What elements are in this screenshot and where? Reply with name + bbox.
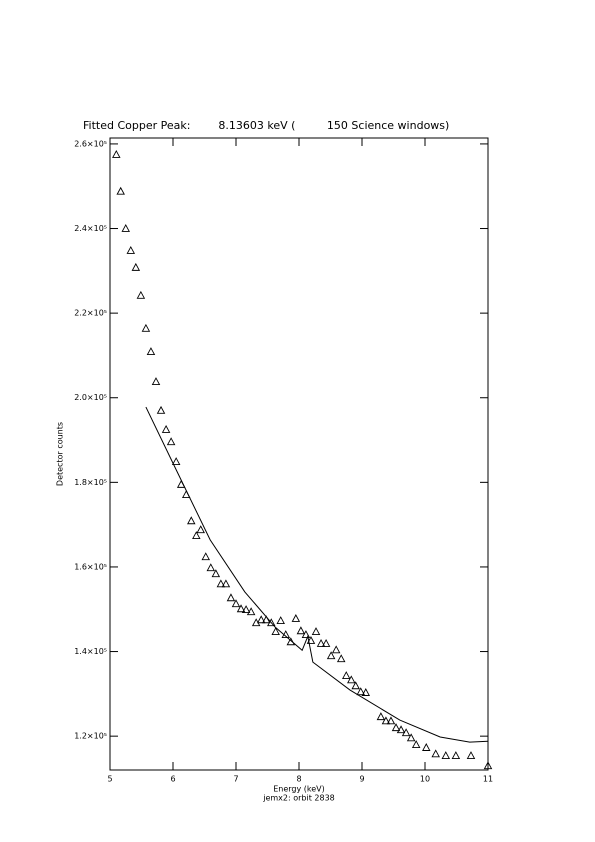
data-point: [431, 749, 440, 758]
data-point: [401, 728, 411, 737]
data-point: [196, 525, 205, 534]
data-point: [161, 424, 171, 433]
y-tick-label: 2.2×10⁵: [74, 309, 107, 318]
x-tick-label: 5: [107, 775, 112, 784]
data-point: [311, 627, 321, 636]
data-point: [211, 569, 221, 578]
data-point: [411, 740, 421, 748]
data-point: [306, 636, 316, 644]
y-axis-label: Detector counts: [56, 422, 65, 486]
data-point: [151, 377, 161, 386]
data-point: [141, 323, 151, 332]
data-point: [286, 637, 296, 646]
data-point: [136, 290, 146, 299]
data-point: [341, 671, 351, 680]
data-point: [326, 651, 336, 660]
data-point: [376, 712, 386, 721]
data-point: [451, 751, 461, 759]
data-point: [391, 723, 401, 732]
data-point: [381, 716, 391, 725]
y-tick-label: 1.6×10⁵: [74, 562, 107, 571]
data-point: [466, 751, 476, 759]
data-point: [441, 751, 451, 759]
data-point: [146, 347, 156, 356]
data-point: [112, 149, 121, 158]
data-point: [192, 531, 201, 540]
fit-line: [145, 406, 489, 743]
data-point: [206, 563, 216, 572]
y-tick-label: 1.4×10⁵: [74, 647, 107, 656]
data-point: [406, 733, 416, 742]
data-point: [156, 405, 166, 414]
data-point: [166, 437, 176, 446]
data-point: [236, 604, 246, 613]
data-point: [271, 627, 280, 636]
data-point: [241, 605, 251, 614]
data-point: [116, 186, 125, 195]
x-tick-label: 6: [170, 775, 175, 784]
x-tick-label: 8: [296, 775, 301, 784]
data-point: [347, 675, 356, 684]
data-point: [276, 616, 285, 625]
data-point: [216, 579, 226, 588]
plot-frame: [109, 137, 489, 771]
y-tick-label: 2.6×10⁵: [74, 139, 107, 148]
data-point: [483, 761, 493, 770]
x-tick-label: 9: [359, 775, 364, 784]
subtitle: jemx2: orbit 2838: [262, 794, 335, 803]
data-point: [336, 654, 346, 663]
data-point: [396, 725, 406, 734]
data-point: [256, 615, 266, 624]
data-point: [187, 516, 196, 525]
data-point: [267, 618, 276, 627]
x-tick-label: 10: [420, 775, 430, 784]
data-point: [356, 687, 365, 696]
data-point: [231, 599, 241, 608]
data-point: [226, 593, 236, 602]
data-point: [201, 552, 211, 561]
data-point: [221, 579, 231, 588]
chart-title: Fitted Copper Peak: 8.13603 keV ( 150 Sc…: [83, 119, 449, 132]
data-point: [296, 626, 306, 635]
data-point: [291, 614, 301, 622]
data-point: [321, 638, 331, 647]
y-tick-label: 1.8×10⁵: [74, 478, 107, 487]
data-point: [301, 630, 311, 639]
data-point: [351, 681, 360, 690]
data-point: [121, 224, 131, 232]
data-point: [316, 638, 326, 647]
data-point: [171, 457, 181, 465]
data-point: [422, 743, 431, 751]
data-point: [331, 645, 341, 654]
data-point: [361, 688, 371, 696]
data-point: [131, 262, 141, 271]
x-tick-label: 7: [233, 775, 238, 784]
y-tick-label: 2.4×10⁵: [74, 224, 107, 233]
x-axis-label: Energy (keV): [273, 785, 325, 794]
x-tick-label: 11: [483, 775, 493, 784]
y-tick-label: 1.2×10⁵: [74, 732, 107, 741]
data-point: [246, 607, 256, 616]
y-tick-label: 2.0×10⁵: [74, 393, 107, 402]
data-point: [126, 245, 136, 254]
data-point: [386, 716, 396, 725]
